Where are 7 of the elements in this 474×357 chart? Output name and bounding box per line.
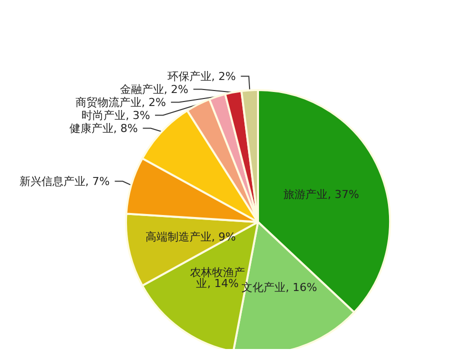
slice-label: 环保产业, 2% bbox=[167, 70, 236, 83]
slice-label: 旅游产业, 37% bbox=[284, 188, 360, 202]
slice-label: 健康产业, 8% bbox=[69, 122, 138, 135]
slice-label: 时尚产业, 3% bbox=[82, 108, 150, 122]
slice-label: 商贸物流产业, 2% bbox=[76, 96, 166, 109]
slice-label: 新兴信息产业, 7% bbox=[19, 174, 110, 188]
slice-label: 金融产业, 2% bbox=[120, 82, 188, 96]
